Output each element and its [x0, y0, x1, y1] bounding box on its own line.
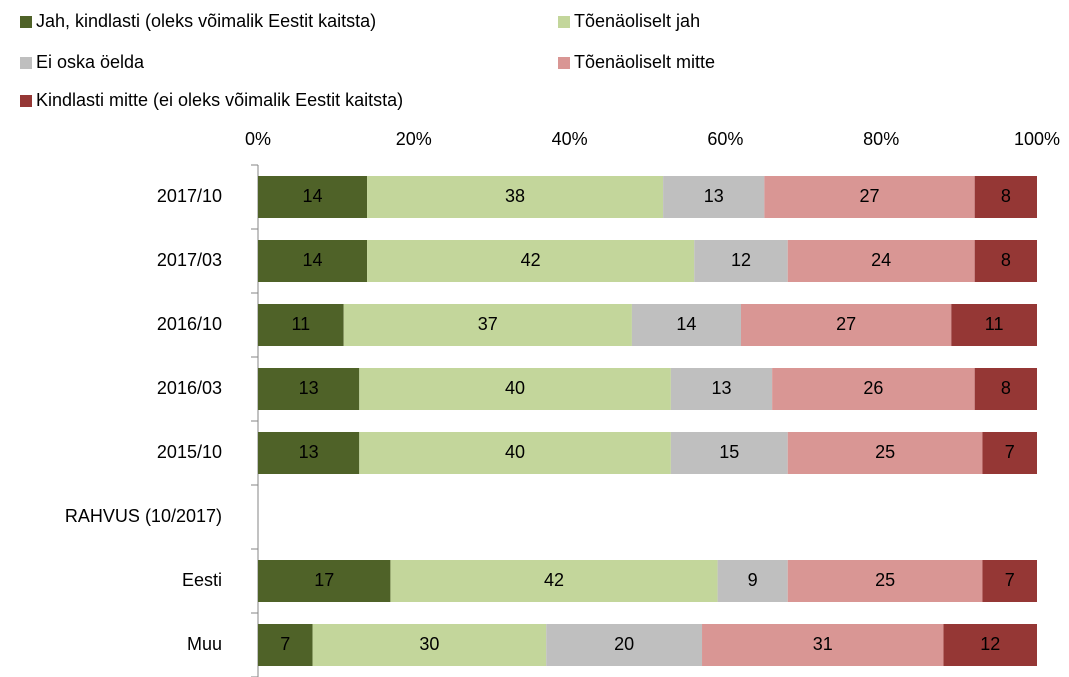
data-label: 13: [704, 186, 724, 206]
data-label: 14: [303, 186, 323, 206]
bar-segment: [982, 432, 1037, 474]
bar-segment: [974, 368, 1037, 410]
data-label: 12: [731, 250, 751, 270]
bar-segment: [694, 240, 788, 282]
data-label: 13: [299, 378, 319, 398]
x-tick-label: 20%: [396, 129, 432, 149]
data-label: 17: [314, 570, 334, 590]
y-tick-label: 2016/03: [157, 378, 222, 398]
data-label: 14: [676, 314, 696, 334]
legend-label: Kindlasti mitte (ei oleks võimalik Eesti…: [36, 90, 403, 110]
bar-segment: [740, 304, 952, 346]
data-label: 8: [1001, 378, 1011, 398]
bar-segment: [258, 560, 391, 602]
bar-segment: [787, 240, 975, 282]
bar-segment: [546, 624, 703, 666]
data-label: 37: [478, 314, 498, 334]
data-label: 40: [505, 442, 525, 462]
data-label: 7: [1005, 570, 1015, 590]
bar-segment: [787, 560, 983, 602]
data-label: 38: [505, 186, 525, 206]
legend-swatch: [20, 57, 32, 69]
y-tick-label: 2016/10: [157, 314, 222, 334]
legend-label: Tõenäoliselt mitte: [574, 52, 715, 72]
legend-label: Ei oska öelda: [36, 52, 145, 72]
bar-segment: [663, 176, 765, 218]
legend-swatch: [558, 16, 570, 28]
legend-swatch: [558, 57, 570, 69]
x-tick-label: 60%: [707, 129, 743, 149]
bar-segment: [702, 624, 944, 666]
legend-label: Tõenäoliselt jah: [574, 11, 700, 31]
data-label: 7: [1005, 442, 1015, 462]
data-label: 12: [980, 634, 1000, 654]
data-label: 24: [871, 250, 891, 270]
data-label: 9: [748, 570, 758, 590]
x-tick-label: 0%: [245, 129, 271, 149]
y-tick-label: Eesti: [182, 570, 222, 590]
bar-segment: [631, 304, 741, 346]
bar-segment: [974, 176, 1037, 218]
legend-swatch: [20, 16, 32, 28]
bar-segment: [312, 624, 547, 666]
y-tick-label: 2017/03: [157, 250, 222, 270]
bar-segment: [258, 368, 360, 410]
bar-segment: [764, 176, 975, 218]
y-tick-label: 2015/10: [157, 442, 222, 462]
bar-segment: [670, 432, 788, 474]
bar-segment: [343, 304, 632, 346]
data-label: 8: [1001, 250, 1011, 270]
bar-segment: [717, 560, 788, 602]
data-label: 26: [863, 378, 883, 398]
data-label: 27: [836, 314, 856, 334]
x-tick-label: 40%: [552, 129, 588, 149]
data-label: 15: [719, 442, 739, 462]
data-label: 20: [614, 634, 634, 654]
data-label: 40: [505, 378, 525, 398]
bar-segment: [772, 368, 975, 410]
bar-segment: [787, 432, 983, 474]
bar-segment: [367, 240, 695, 282]
bar-segment: [982, 560, 1037, 602]
bar-segment: [390, 560, 718, 602]
data-label: 13: [711, 378, 731, 398]
y-tick-label: 2017/10: [157, 186, 222, 206]
bar-segment: [951, 304, 1037, 346]
y-tick-label: Muu: [187, 634, 222, 654]
data-label: 14: [303, 250, 323, 270]
data-label: 42: [521, 250, 541, 270]
bar-segment: [974, 240, 1037, 282]
bar-segment: [359, 368, 671, 410]
y-tick-label: RAHVUS (10/2017): [65, 506, 222, 526]
data-label: 27: [859, 186, 879, 206]
data-label: 42: [544, 570, 564, 590]
bar-segment: [258, 304, 344, 346]
x-tick-label: 100%: [1014, 129, 1060, 149]
data-label: 7: [280, 634, 290, 654]
bar-segment: [258, 432, 360, 474]
data-label: 11: [985, 314, 1004, 334]
data-label: 30: [419, 634, 439, 654]
legend-swatch: [20, 95, 32, 107]
data-label: 8: [1001, 186, 1011, 206]
data-label: 31: [813, 634, 833, 654]
bar-segment: [367, 176, 664, 218]
legend-label: Jah, kindlasti (oleks võimalik Eestit ka…: [36, 11, 376, 31]
bar-segment: [258, 240, 368, 282]
bar-segment: [943, 624, 1037, 666]
x-tick-label: 80%: [863, 129, 899, 149]
data-label: 13: [299, 442, 319, 462]
bar-segment: [258, 176, 368, 218]
bar-segment: [359, 432, 671, 474]
data-label: 11: [292, 314, 311, 334]
bar-segment: [258, 624, 313, 666]
data-label: 25: [875, 570, 895, 590]
bar-segment: [670, 368, 773, 410]
data-label: 25: [875, 442, 895, 462]
